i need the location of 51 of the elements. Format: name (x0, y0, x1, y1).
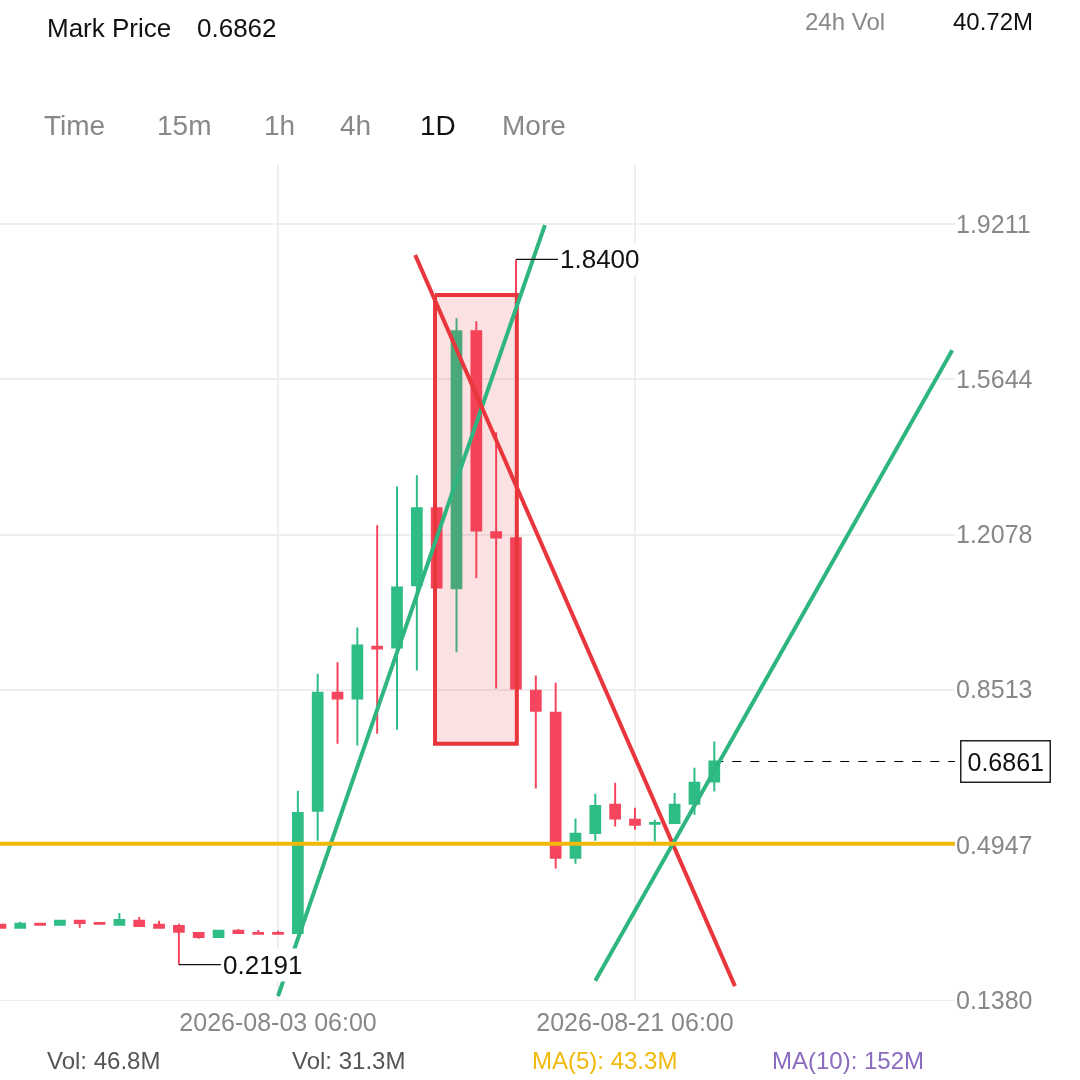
candlestick (629, 806, 641, 831)
candlestick (192, 931, 205, 940)
candlestick (272, 929, 284, 935)
candlestick (73, 919, 86, 929)
text: MA(5): 43.3M (532, 1047, 678, 1074)
candlestick (529, 674, 542, 790)
text: 4h (340, 110, 372, 141)
candlestick (391, 485, 403, 731)
ref-line-label: 0.6861 (967, 747, 1044, 776)
candlestick (252, 928, 265, 935)
text: MA(10): 152M (772, 1047, 925, 1074)
candlestick (113, 911, 126, 926)
y-tick-label: 1.5644 (956, 365, 1033, 394)
text: 40.72M (953, 8, 1034, 35)
candlestick (311, 672, 324, 842)
candlestick (153, 919, 165, 929)
candlestick (609, 781, 621, 828)
y-tick-label: 0.4947 (956, 830, 1033, 859)
text: 1D (420, 110, 456, 141)
candlestick (589, 792, 602, 842)
text: 0.6862 (197, 13, 277, 43)
text: Vol: 46.8M (47, 1047, 161, 1074)
candlestick (371, 524, 384, 735)
candlestick (14, 920, 27, 929)
text: Vol: 31.3M (292, 1047, 406, 1074)
text: More (502, 110, 566, 141)
candlestick (54, 919, 66, 926)
candlestick (292, 789, 304, 934)
candlestick (331, 661, 344, 745)
text: 15m (157, 110, 212, 141)
x-tick-label: 2026-08-21 06:00 (536, 1008, 734, 1036)
annotation: 0.2191 (223, 950, 303, 980)
annotation: 1.8400 (560, 244, 640, 274)
candlestick (490, 431, 503, 690)
y-tick-label: 0.8513 (956, 675, 1033, 704)
x-tick-label: 2026-08-03 06:00 (179, 1008, 377, 1036)
candlestick (648, 818, 661, 843)
text: Mark Price (47, 13, 172, 43)
candlestick (351, 626, 364, 747)
candlestick (173, 922, 185, 966)
candlestick (549, 681, 562, 870)
text: Time (44, 110, 106, 141)
candlestick (668, 791, 681, 825)
text: 24h Vol (805, 8, 886, 35)
candlestick (133, 915, 146, 928)
y-tick-label: 1.9211 (956, 209, 1031, 238)
y-tick-label: 0.1380 (956, 985, 1033, 1014)
y-tick-label: 1.2078 (956, 520, 1033, 549)
candlestick (34, 922, 46, 926)
text: 1h (264, 110, 296, 141)
candlestick (410, 474, 423, 672)
